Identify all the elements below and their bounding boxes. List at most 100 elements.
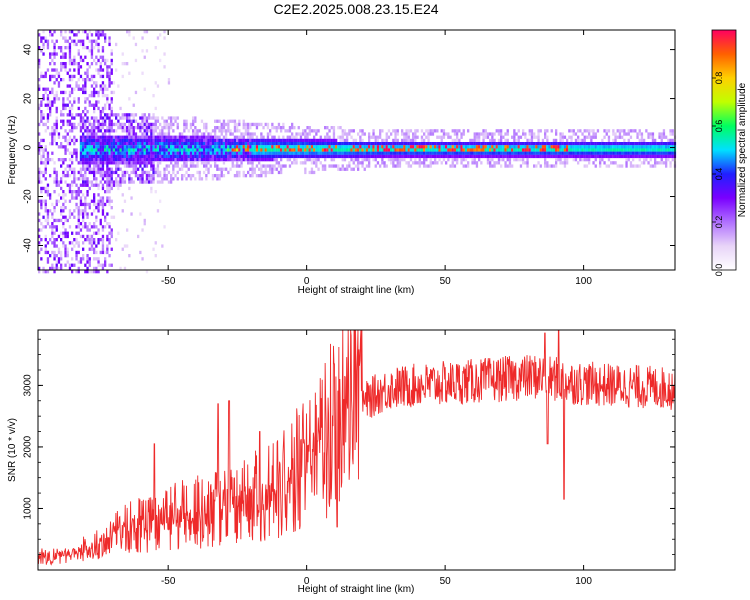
heatmap-cell: [249, 154, 252, 159]
heatmap-cell: [242, 119, 245, 123]
heatmap-cell: [44, 244, 47, 248]
heatmap-cell: [101, 234, 105, 239]
heatmap-cell: [216, 158, 219, 162]
heatmap-cell: [156, 135, 160, 139]
heatmap-cell: [95, 151, 98, 155]
heatmap-cell: [280, 170, 283, 175]
heatmap-cell: [106, 94, 109, 98]
heatmap-cell: [88, 170, 91, 175]
heatmap-cell: [143, 164, 146, 168]
heatmap-cell: [132, 158, 135, 162]
heatmap-cell: [108, 116, 111, 120]
heatmap-cell: [247, 161, 250, 165]
heatmap-cell: [209, 164, 212, 168]
heatmap-cell: [159, 154, 162, 159]
heatmap-cell: [321, 154, 325, 159]
heatmap-cell: [104, 36, 107, 40]
heatmap-cell: [119, 154, 122, 159]
heatmap-cell: [174, 142, 177, 146]
heatmap-cell: [194, 145, 197, 149]
heatmap-cell: [658, 142, 661, 146]
heatmap-cell: [524, 145, 527, 149]
heatmap-cell: [343, 142, 347, 146]
heatmap-cell: [53, 161, 56, 165]
heatmap-cell: [152, 247, 155, 251]
heatmap-cell: [198, 158, 201, 162]
heatmap-cell: [159, 199, 162, 203]
heatmap-cell: [451, 154, 454, 159]
heatmap-cell: [106, 177, 109, 181]
heatmap-cell: [117, 84, 120, 88]
heatmap-cell: [563, 151, 567, 155]
heatmap-cell: [40, 186, 43, 191]
heatmap-cell: [537, 145, 540, 149]
heatmap-cell: [269, 164, 272, 168]
heatmap-cell: [515, 158, 518, 162]
heatmap-cell: [489, 158, 492, 162]
heatmap-cell: [398, 154, 402, 159]
heatmap-cell: [286, 145, 289, 149]
heatmap-cell: [255, 126, 259, 130]
heatmap-cell: [88, 180, 91, 184]
heatmap-cell: [585, 164, 589, 168]
heatmap-cell: [238, 158, 241, 162]
heatmap-cell: [460, 132, 463, 136]
heatmap-cell: [513, 154, 516, 159]
heatmap-cell: [438, 158, 441, 162]
heatmap-cell: [607, 135, 611, 139]
heatmap-cell: [464, 142, 468, 146]
heatmap-cell: [324, 154, 327, 159]
heatmap-cell: [148, 145, 151, 149]
heatmap-cell: [51, 234, 54, 239]
heatmap-cell: [599, 148, 602, 152]
heatmap-cell: [119, 126, 122, 130]
heatmap-cell: [574, 142, 578, 146]
heatmap-cell: [335, 142, 338, 146]
heatmap-cell: [97, 119, 100, 123]
heatmap-cell: [101, 167, 105, 171]
heatmap-cell: [62, 193, 65, 197]
heatmap-cell: [352, 148, 355, 152]
heatmap-cell: [93, 177, 96, 181]
heatmap-cell: [625, 148, 628, 152]
bottom-x-ticks: -50 0 50 100: [161, 330, 592, 587]
heatmap-cell: [643, 161, 646, 165]
heatmap-cell: [557, 148, 560, 152]
heatmap-cell: [150, 135, 153, 139]
heatmap-cell: [295, 138, 298, 143]
heatmap-cell: [218, 167, 221, 171]
heatmap-cell: [398, 142, 402, 146]
heatmap-cell: [654, 164, 657, 168]
heatmap-cell: [339, 135, 342, 139]
heatmap-cell: [75, 154, 78, 159]
heatmap-cell: [220, 174, 223, 178]
heatmap-cell: [108, 119, 111, 123]
heatmap-cell: [75, 190, 78, 194]
heatmap-cell: [77, 100, 80, 104]
heatmap-cell: [467, 161, 470, 165]
heatmap-cell: [154, 190, 157, 194]
heatmap-cell: [93, 58, 96, 63]
heatmap-cell: [143, 145, 146, 149]
heatmap-cell: [383, 142, 386, 146]
heatmap-cell: [126, 151, 129, 155]
heatmap-cell: [88, 132, 91, 136]
heatmap-cell: [350, 145, 353, 149]
heatmap-cell: [152, 126, 155, 130]
heatmap-cell: [117, 119, 120, 123]
heatmap-cell: [128, 30, 131, 34]
heatmap-cell: [82, 142, 85, 146]
heatmap-cell: [121, 170, 124, 175]
heatmap-cell: [341, 132, 344, 136]
heatmap-cell: [218, 151, 221, 155]
heatmap-cell: [328, 145, 331, 149]
heatmap-cell: [71, 103, 74, 107]
heatmap-cell: [660, 161, 663, 165]
heatmap-cell: [271, 167, 274, 171]
heatmap-cell: [291, 142, 294, 146]
heatmap-cell: [68, 266, 72, 271]
heatmap-cell: [156, 164, 160, 168]
heatmap-cell: [49, 132, 52, 136]
heatmap-cell: [359, 154, 362, 159]
heatmap-cell: [605, 145, 608, 149]
